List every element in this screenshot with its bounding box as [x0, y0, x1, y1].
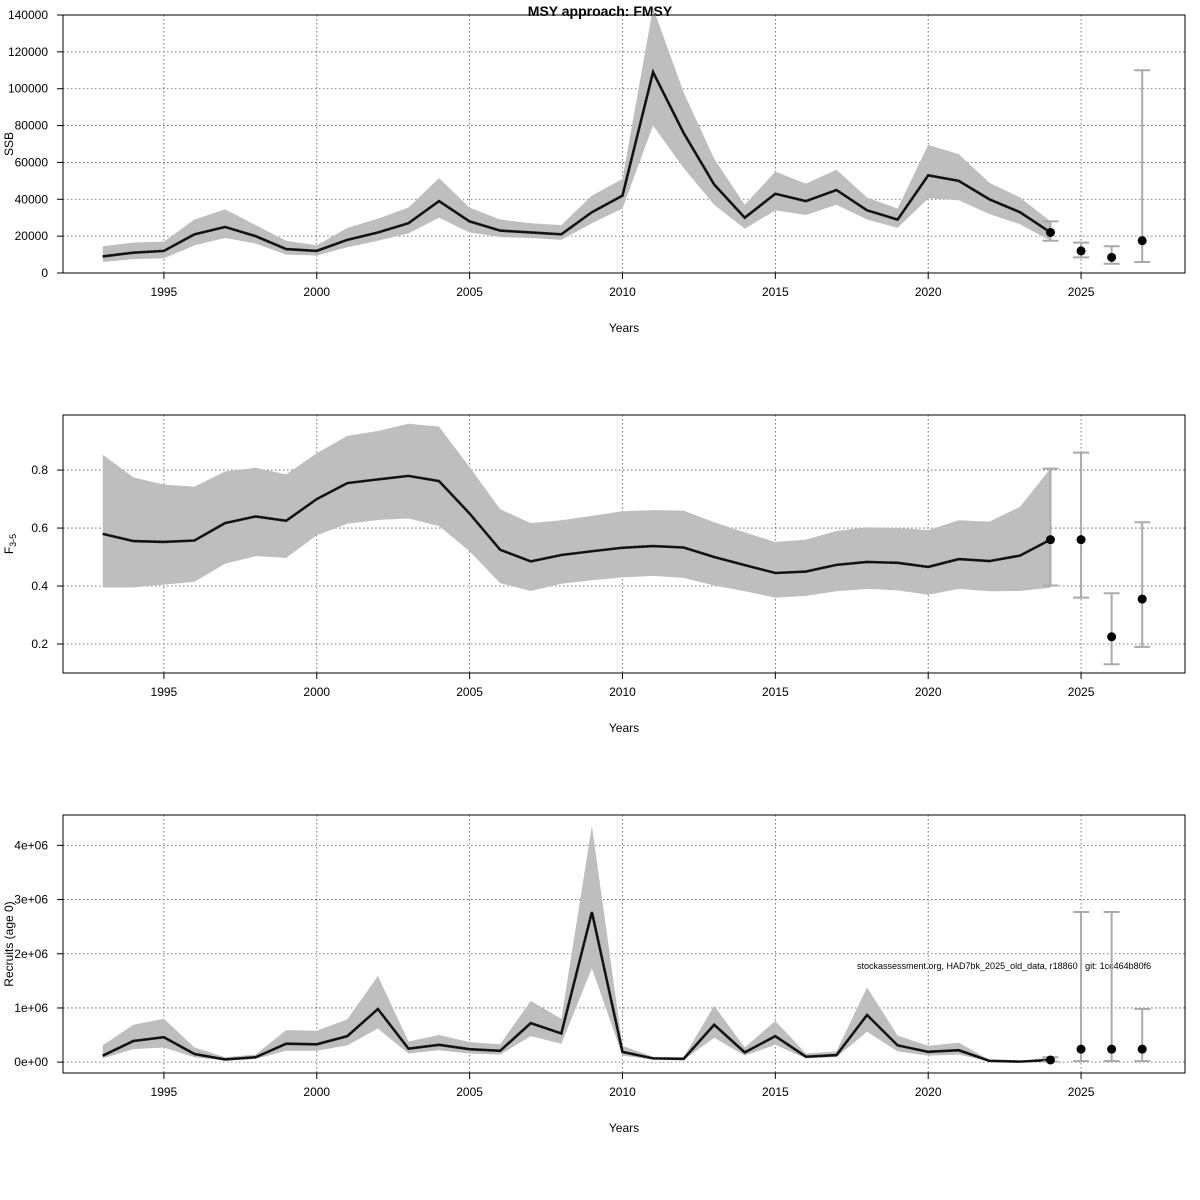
panel-ssb: 1995 2000 2005 2010 2015 2020 2025 0 20000 40000 6… — [2, 7, 1186, 335]
x-tick-label: 2005 — [456, 1085, 483, 1099]
x-tick-label: 2020 — [915, 1085, 942, 1099]
x-tick-label: 2000 — [303, 1085, 330, 1099]
x-tick-label: 2020 — [915, 285, 942, 299]
x-tick-label: 2015 — [762, 285, 789, 299]
x-tick-label: 2025 — [1068, 1085, 1095, 1099]
x-tick-label: 2005 — [456, 685, 483, 699]
x-axis-label: Years — [609, 721, 639, 735]
y-tick-label: 120000 — [8, 45, 48, 59]
y-tick-label: 0.8 — [31, 463, 48, 477]
x-tick-label: 2015 — [762, 685, 789, 699]
x-tick-label: 2025 — [1068, 285, 1095, 299]
y-tick-label: 80000 — [15, 119, 49, 133]
x-tick-label: 2010 — [609, 1085, 636, 1099]
forecast-point — [1107, 1044, 1117, 1054]
forecast-point — [1137, 236, 1147, 246]
forecast-point — [1137, 1044, 1147, 1054]
chart-title: MSY approach: FMSY — [528, 3, 673, 19]
forecast-point — [1107, 632, 1117, 642]
confidence-band-recruits — [102, 825, 1051, 1062]
confidence-band-fishing-mortality — [102, 423, 1051, 598]
y-tick-label: 100000 — [8, 82, 48, 96]
y-tick-label: 140000 — [8, 8, 48, 22]
y-axis-label-subscript: 3-5 — [8, 534, 18, 547]
x-tick-label: 2000 — [303, 285, 330, 299]
y-tick-label: 1e+06 — [14, 1001, 48, 1015]
x-tick-label: 2025 — [1068, 685, 1095, 699]
footnote-text: stockassessment.org, HAD7bk_2025_old_dat… — [857, 961, 1151, 971]
y-tick-label: 0.2 — [31, 637, 48, 651]
estimate-line-dotted-recruits — [102, 911, 1051, 1063]
x-tick-label: 2020 — [915, 685, 942, 699]
forecast-point — [1107, 252, 1117, 262]
forecast-point — [1137, 594, 1147, 604]
x-axis-label: Years — [609, 1121, 639, 1135]
forecast-point — [1045, 1055, 1055, 1065]
y-axis-label: SSB — [2, 132, 16, 156]
y-tick-label: 2e+06 — [14, 947, 48, 961]
estimate-line-dotted-fishing-mortality — [102, 475, 1051, 574]
forecast-point — [1076, 246, 1086, 256]
y-tick-label: 0 — [41, 266, 48, 280]
plot-frame — [62, 814, 1186, 1074]
forecast-point — [1045, 535, 1055, 545]
x-tick-label: 2005 — [456, 285, 483, 299]
estimate-line-dotted-ssb — [102, 70, 1051, 257]
panel-recruits: 1995 2000 2005 2010 2015 2020 2025 0e+00 1e+06 2e… — [2, 814, 1186, 1135]
x-tick-label: 1995 — [151, 285, 178, 299]
x-tick-label: 2010 — [609, 685, 636, 699]
y-tick-label: 3e+06 — [14, 893, 48, 907]
y-tick-label: 0.6 — [31, 521, 48, 535]
forecast-point — [1076, 535, 1086, 545]
panel-fishing-mortality: 1995 2000 2005 2010 2015 2020 2025 0.2 0.4 0.6 0.8… — [2, 414, 1186, 735]
x-tick-label: 2015 — [762, 1085, 789, 1099]
y-axis-label: Recruits (age 0) — [2, 901, 16, 986]
forecast-point — [1045, 227, 1055, 237]
y-tick-label: 0.4 — [31, 579, 48, 593]
x-tick-label: 1995 — [151, 685, 178, 699]
y-tick-label: 0e+00 — [14, 1055, 48, 1069]
y-tick-label: 4e+06 — [14, 838, 48, 852]
x-axis-label: Years — [609, 321, 639, 335]
forecast-point — [1076, 1044, 1086, 1054]
y-axis-label: F3-5 — [2, 534, 18, 554]
plot-frame — [62, 414, 1186, 674]
plot-frame — [62, 14, 1186, 274]
y-tick-label: 20000 — [15, 229, 49, 243]
x-tick-label: 2010 — [609, 285, 636, 299]
y-tick-label: 40000 — [15, 192, 49, 206]
x-tick-label: 2000 — [303, 685, 330, 699]
x-tick-label: 1995 — [151, 1085, 178, 1099]
y-tick-label: 60000 — [15, 155, 49, 169]
